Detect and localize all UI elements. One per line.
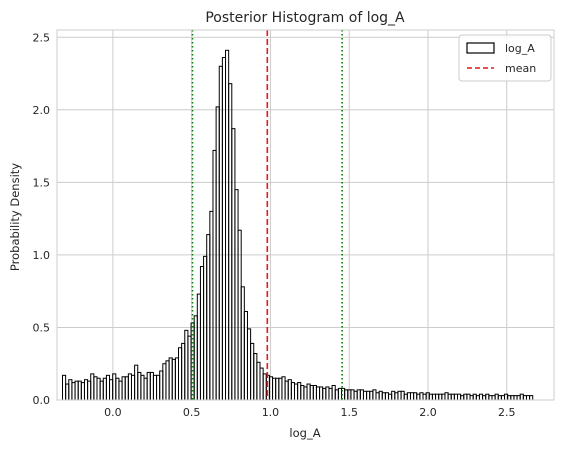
x-axis-label: log_A xyxy=(289,426,320,440)
y-tick-label: 2.5 xyxy=(33,31,51,44)
x-tick-label: 2.5 xyxy=(498,406,516,419)
y-tick-label: 0.5 xyxy=(33,321,51,334)
chart-title: Posterior Histogram of log_A xyxy=(205,10,405,26)
legend-swatch-log-a xyxy=(466,42,495,54)
x-tick-label: 0.0 xyxy=(104,406,122,419)
legend-label-log-a: log_A xyxy=(505,42,535,55)
legend: log_A mean xyxy=(458,34,552,82)
y-tick-label: 2.0 xyxy=(33,104,51,117)
y-tick-label: 1.0 xyxy=(33,249,51,262)
x-tick-label: 2.0 xyxy=(419,406,437,419)
x-tick-label: 0.5 xyxy=(183,406,201,419)
legend-label-mean: mean xyxy=(505,62,536,75)
x-tick-label: 1.0 xyxy=(262,406,280,419)
y-tick-label: 0.0 xyxy=(33,394,51,407)
y-axis-label: Probability Density xyxy=(8,163,22,271)
y-tick-labels: 0.0 0.5 1.0 1.5 2.0 2.5 xyxy=(33,31,51,407)
plot-frame xyxy=(56,29,555,401)
reference-lines xyxy=(191,30,343,400)
x-tick-labels: 0.0 0.5 1.0 1.5 2.0 2.5 xyxy=(104,406,515,419)
x-tick-label: 1.5 xyxy=(340,406,358,419)
y-tick-label: 1.5 xyxy=(33,176,51,189)
legend-box xyxy=(458,34,552,82)
